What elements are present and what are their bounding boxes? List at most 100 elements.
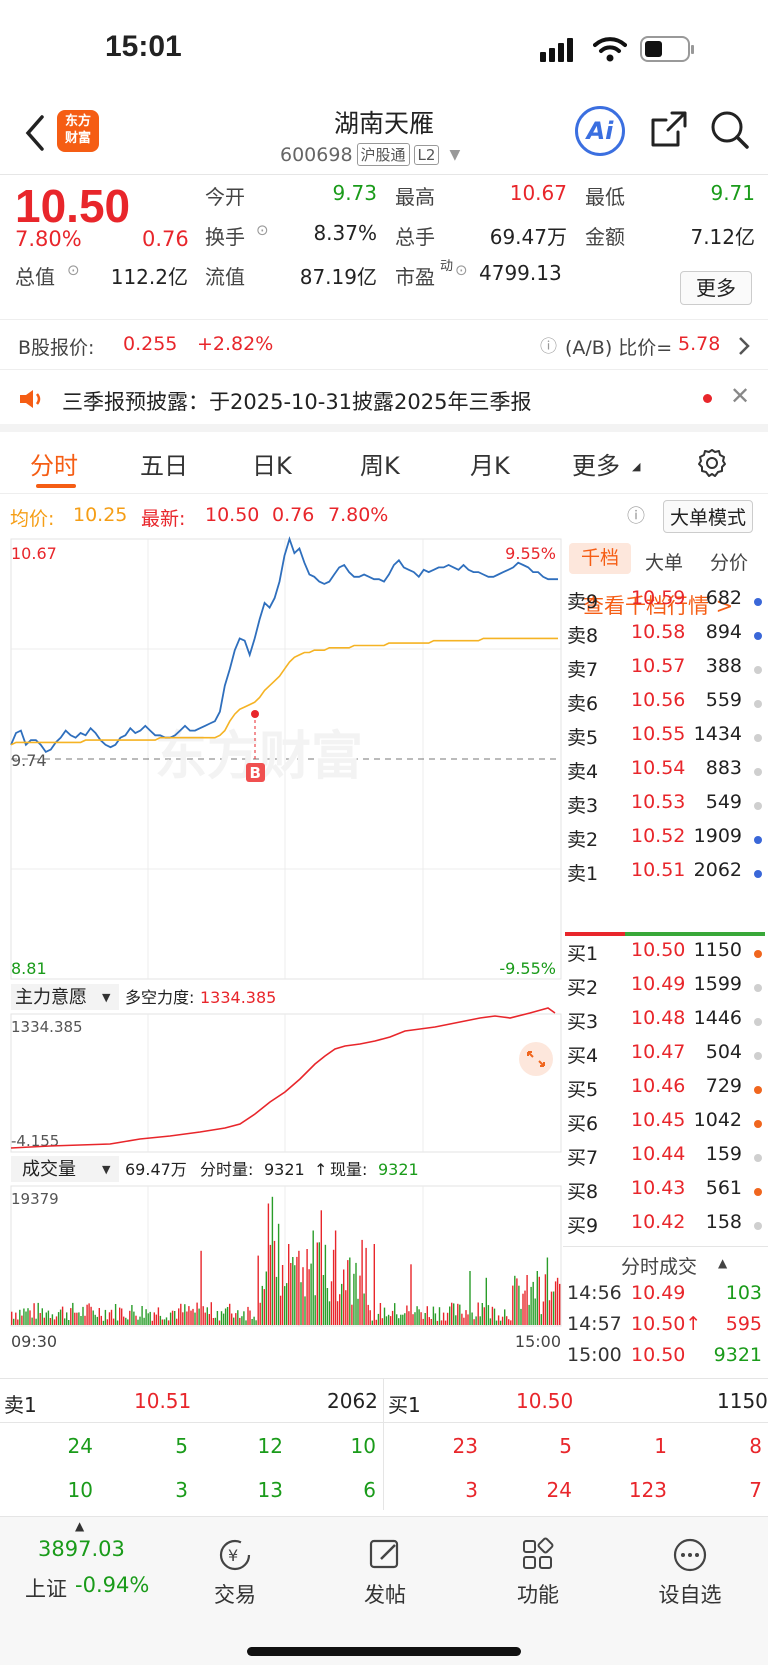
main-force-top-label: 1334.385 [11,1018,83,1036]
big-order-mode-button[interactable]: 大单模式 [663,500,754,533]
ask-row[interactable]: 卖2 10.52 1909 [563,825,768,859]
volume-bars [11,1196,561,1326]
volume-bar [296,1256,298,1325]
volume-bar [49,1318,52,1325]
ask-row[interactable]: 卖1 10.51 2062 [563,859,768,893]
buy-marker-badge[interactable] [246,763,265,782]
bid-row[interactable]: 买9 10.42 158 [563,1211,768,1245]
info-icon[interactable]: ⊙ [455,261,468,279]
tab-month-k[interactable]: 月K [470,452,510,480]
ask-row[interactable]: 卖3 10.53 549 [563,791,768,825]
tick-time: 15:00 [567,1344,622,1366]
bid-row[interactable]: 买3 10.48 1446 [563,1007,768,1041]
volume-bar [336,1301,339,1325]
nav-trade[interactable]: ¥ 交易 [180,1537,290,1609]
volume-bar [461,1313,463,1325]
bid-row[interactable]: 买6 10.45 1042 [563,1109,768,1143]
share-icon[interactable] [650,110,688,148]
bid-price: 10.47 [631,1041,686,1063]
stock-name[interactable]: 湖南天雁 [333,109,434,138]
ask-row[interactable]: 卖8 10.58 894 [563,621,768,655]
volume-bar [497,1315,500,1325]
ai-button[interactable]: Ai [575,106,625,156]
ask-price: 10.56 [631,689,686,711]
volume-bar [59,1309,62,1325]
stock-code-row[interactable]: 600698 沪股通 L2 ▼ [280,143,460,166]
price-line [10,536,558,754]
back-icon[interactable] [24,115,46,151]
volume-bar [31,1317,33,1325]
volume-bar [550,1291,553,1325]
ask-row[interactable]: 卖9 10.59 682 [563,587,768,621]
ask-level: 卖4 [567,761,599,783]
volume-bar [64,1318,66,1325]
help-icon[interactable]: ⓘ [540,337,557,357]
volume-bar [159,1315,162,1325]
volume-bar [57,1312,60,1325]
bid-row[interactable]: 买5 10.46 729 [563,1075,768,1109]
tab-week-k[interactable]: 周K [360,452,400,480]
bid-row[interactable]: 买1 10.50 1150 [563,939,768,973]
tab-thousand[interactable]: 千档 [569,543,631,574]
value-total-value: 112.2亿 [110,265,188,289]
buy-marker-label: B [250,764,261,782]
tab-price-dist[interactable]: 分价 [710,552,749,574]
volume-bar [434,1313,437,1325]
volume-bar [359,1275,361,1325]
more-button[interactable]: 更多 [680,271,752,305]
volume-bar [13,1318,15,1325]
ticks-label[interactable]: 分时成交 [621,1256,698,1278]
settings-icon[interactable] [696,447,728,479]
bid-row[interactable]: 买7 10.44 159 [563,1143,768,1177]
nav-post[interactable]: 发帖 [330,1537,440,1609]
notice-bar[interactable]: 三季报预披露：于2025-10-31披露2025年三季报 ✕ [0,370,768,432]
volume-bar [70,1308,72,1325]
volume-bar [231,1313,233,1325]
b-share-row[interactable]: B股报价: 0.255 +2.82% ⓘ (A/B) 比价= 5.78 [0,320,768,370]
ask-row[interactable]: 卖5 10.55 1434 [563,723,768,757]
tick-volume: 103 [725,1282,762,1304]
help-icon[interactable]: ⓘ [627,506,645,527]
time-end-label: 15:00 [515,1332,561,1351]
bid-row[interactable]: 买2 10.49 1599 [563,973,768,1007]
level2-tag: L2 [413,144,440,165]
ask-indicator-dot [754,734,762,742]
ask-row[interactable]: 卖7 10.57 388 [563,655,768,689]
bid-volume: 159 [705,1143,742,1165]
volume-selector[interactable] [11,1156,119,1182]
ask-row[interactable]: 卖6 10.56 559 [563,689,768,723]
index-pct[interactable]: -0.94% [75,1573,150,1597]
volume-bar [237,1310,239,1325]
info-icon[interactable]: ⊙ [256,221,269,239]
tab-more[interactable]: 更多 [572,452,620,480]
volume-bar [39,1313,41,1325]
nav-function[interactable]: 功能 [483,1537,593,1609]
index-value[interactable]: 3897.03 [38,1537,125,1561]
expand-button[interactable] [519,1042,553,1076]
volume-bar [257,1255,259,1325]
tab-big-order[interactable]: 大单 [645,552,684,574]
queue-order: 1 [654,1434,667,1458]
index-name[interactable]: 上证 [25,1577,67,1601]
main-force-selector[interactable] [11,984,119,1010]
volume-bar [253,1316,255,1325]
tab-day-k[interactable]: 日K [252,452,292,480]
info-icon[interactable]: ⊙ [67,261,80,279]
search-icon[interactable] [710,110,750,150]
bid-volume: 561 [705,1177,742,1199]
tab-five-day[interactable]: 五日 [140,452,188,480]
thousand-levels-link[interactable]: 查看千档行情 > [583,594,734,618]
speaker-icon [20,390,41,408]
nav-watchlist[interactable]: 设自选 [635,1537,745,1609]
volume-bar [129,1310,131,1325]
bid-row[interactable]: 买4 10.47 504 [563,1041,768,1075]
tab-intraday[interactable]: 分时 [30,452,78,480]
divider [383,1378,384,1510]
summary-buy1-price: 10.50 [516,1389,574,1413]
ask-row[interactable]: 卖4 10.54 883 [563,757,768,791]
close-icon[interactable]: ✕ [730,382,751,410]
bid-row[interactable]: 买8 10.43 561 [563,1177,768,1211]
intraday-chart[interactable]: 东方财富 B 10.67 9.74 8.81 9.55% -9.55% 主力意愿… [0,534,563,1376]
volume-bar [98,1308,100,1325]
bid-level: 买9 [567,1215,599,1237]
